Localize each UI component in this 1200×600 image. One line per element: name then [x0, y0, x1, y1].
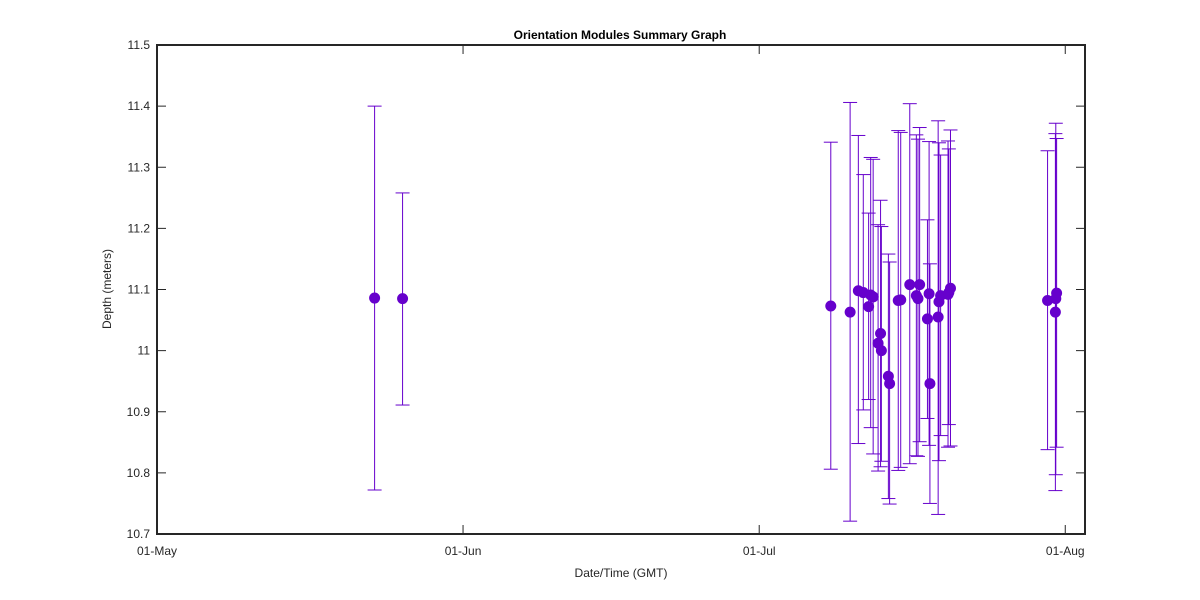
- data-point: [944, 282, 956, 294]
- y-tick-label: 10.9: [127, 405, 151, 419]
- x-axis-label: Date/Time (GMT): [575, 566, 668, 580]
- y-tick-label: 11.1: [128, 283, 151, 297]
- data-point: [825, 300, 837, 312]
- y-tick-label: 10.7: [127, 527, 151, 541]
- data-point: [875, 345, 887, 357]
- data-point: [844, 306, 856, 318]
- y-axis-ticks: 10.7 10.8 10.9 11 11.1 11.2 11.3 11.4 11.5: [127, 38, 1085, 541]
- y-tick-label: 11.2: [128, 221, 151, 235]
- data-point: [884, 378, 896, 390]
- y-tick-label: 11.5: [128, 38, 151, 52]
- data-point: [924, 378, 936, 390]
- data-point: [1051, 287, 1063, 299]
- x-tick-label: 01-May: [137, 544, 177, 558]
- data-point: [904, 279, 916, 291]
- plot-frame: [156, 44, 1086, 535]
- x-axis-ticks: 01-May 01-Jun 01-Jul 01-Aug: [137, 45, 1085, 558]
- y-tick-label: 10.8: [127, 466, 151, 480]
- data-point: [867, 291, 879, 303]
- chart-title: Orientation Modules Summary Graph: [514, 28, 727, 42]
- y-tick-label: 11.4: [128, 99, 151, 113]
- x-tick-label: 01-Jul: [743, 544, 776, 558]
- data-point: [369, 292, 381, 304]
- data-point: [863, 301, 875, 313]
- x-tick-label: 01-Jun: [445, 544, 482, 558]
- data-point: [914, 279, 926, 291]
- data-point: [932, 311, 944, 323]
- y-tick-label: 11.3: [128, 160, 151, 174]
- plot-marks: [367, 101, 1064, 522]
- data-point: [921, 313, 933, 325]
- data-point: [397, 293, 409, 305]
- data-point: [912, 293, 924, 305]
- x-tick-label: 01-Aug: [1046, 544, 1085, 558]
- data-point: [875, 328, 887, 340]
- error-bar: [874, 226, 889, 462]
- y-axis-label: Depth (meters): [100, 249, 114, 329]
- data-point: [923, 288, 935, 300]
- data-point: [895, 294, 907, 306]
- y-tick-label: 11: [138, 344, 151, 358]
